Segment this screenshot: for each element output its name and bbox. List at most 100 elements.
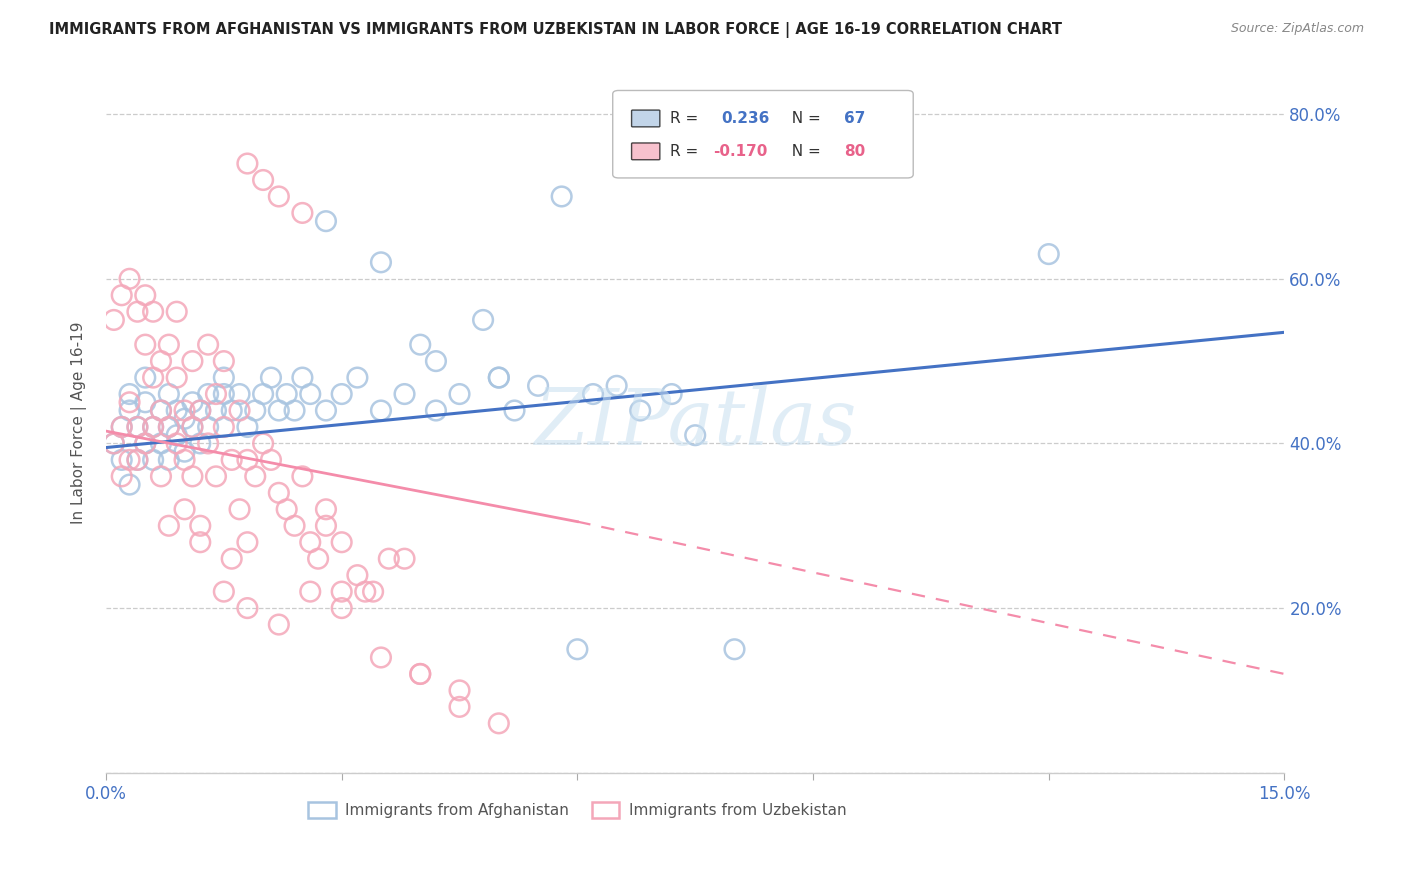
Point bbox=[291, 370, 314, 384]
Point bbox=[683, 428, 706, 442]
Point bbox=[118, 453, 141, 467]
Point bbox=[181, 354, 204, 368]
Point bbox=[212, 420, 235, 434]
Point bbox=[103, 436, 125, 450]
Point bbox=[267, 189, 290, 203]
Point bbox=[488, 370, 510, 384]
Text: 80: 80 bbox=[844, 144, 865, 159]
Point bbox=[315, 403, 337, 417]
Point bbox=[527, 379, 550, 393]
Point bbox=[299, 584, 322, 599]
Point bbox=[188, 535, 211, 549]
Point bbox=[166, 370, 188, 384]
Point bbox=[283, 403, 305, 417]
Legend: Immigrants from Afghanistan, Immigrants from Uzbekistan: Immigrants from Afghanistan, Immigrants … bbox=[302, 797, 852, 824]
Point bbox=[221, 403, 243, 417]
Point bbox=[236, 453, 259, 467]
Text: 0.236: 0.236 bbox=[721, 111, 769, 126]
Point bbox=[127, 420, 149, 434]
Point bbox=[307, 551, 329, 566]
Point bbox=[267, 403, 290, 417]
Point bbox=[157, 420, 180, 434]
Point bbox=[157, 337, 180, 351]
Point bbox=[149, 436, 172, 450]
Point bbox=[111, 469, 134, 483]
FancyBboxPatch shape bbox=[631, 110, 659, 127]
Point bbox=[394, 551, 416, 566]
Text: IMMIGRANTS FROM AFGHANISTAN VS IMMIGRANTS FROM UZBEKISTAN IN LABOR FORCE | AGE 1: IMMIGRANTS FROM AFGHANISTAN VS IMMIGRANT… bbox=[49, 22, 1062, 38]
Point bbox=[425, 403, 447, 417]
Point bbox=[606, 379, 628, 393]
Point bbox=[449, 699, 471, 714]
Point bbox=[134, 436, 156, 450]
Point bbox=[149, 403, 172, 417]
Point bbox=[1038, 247, 1060, 261]
Point bbox=[188, 518, 211, 533]
Point bbox=[236, 156, 259, 170]
Point bbox=[354, 584, 377, 599]
Point bbox=[291, 469, 314, 483]
Point bbox=[127, 453, 149, 467]
Point bbox=[245, 469, 267, 483]
Point bbox=[409, 667, 432, 681]
Point bbox=[197, 420, 219, 434]
Point bbox=[330, 601, 353, 615]
Point bbox=[134, 288, 156, 302]
Point bbox=[142, 304, 165, 318]
Point bbox=[550, 189, 572, 203]
Point bbox=[723, 642, 745, 657]
Point bbox=[103, 313, 125, 327]
Y-axis label: In Labor Force | Age 16-19: In Labor Force | Age 16-19 bbox=[72, 322, 87, 524]
Point bbox=[228, 403, 250, 417]
Point bbox=[149, 354, 172, 368]
Point bbox=[409, 337, 432, 351]
Point bbox=[267, 486, 290, 500]
Point bbox=[142, 370, 165, 384]
Point bbox=[134, 436, 156, 450]
Point bbox=[315, 518, 337, 533]
Point bbox=[661, 387, 683, 401]
Point bbox=[228, 387, 250, 401]
Point bbox=[118, 272, 141, 286]
Point bbox=[197, 436, 219, 450]
Point bbox=[330, 387, 353, 401]
Point bbox=[378, 551, 401, 566]
Point bbox=[370, 650, 392, 665]
Point bbox=[205, 403, 228, 417]
Point bbox=[134, 337, 156, 351]
Point bbox=[118, 477, 141, 491]
Point bbox=[276, 387, 298, 401]
Point bbox=[173, 411, 195, 425]
Point bbox=[330, 584, 353, 599]
Point bbox=[149, 469, 172, 483]
Point bbox=[221, 453, 243, 467]
Point bbox=[188, 403, 211, 417]
Point bbox=[212, 387, 235, 401]
FancyBboxPatch shape bbox=[631, 143, 659, 160]
Point bbox=[315, 214, 337, 228]
Point bbox=[181, 420, 204, 434]
Point bbox=[142, 453, 165, 467]
Point bbox=[118, 395, 141, 409]
Point bbox=[188, 403, 211, 417]
Point bbox=[628, 403, 651, 417]
Point bbox=[260, 453, 283, 467]
Point bbox=[166, 428, 188, 442]
Point bbox=[181, 420, 204, 434]
Point bbox=[111, 453, 134, 467]
Point bbox=[127, 420, 149, 434]
Point bbox=[142, 420, 165, 434]
Point bbox=[245, 403, 267, 417]
Point bbox=[205, 387, 228, 401]
Point bbox=[567, 642, 589, 657]
Point bbox=[425, 354, 447, 368]
Point bbox=[111, 288, 134, 302]
Point bbox=[472, 313, 495, 327]
Point bbox=[205, 469, 228, 483]
Point bbox=[488, 370, 510, 384]
Point bbox=[157, 518, 180, 533]
Point bbox=[361, 584, 384, 599]
Point bbox=[166, 304, 188, 318]
Point bbox=[111, 420, 134, 434]
Point bbox=[394, 387, 416, 401]
